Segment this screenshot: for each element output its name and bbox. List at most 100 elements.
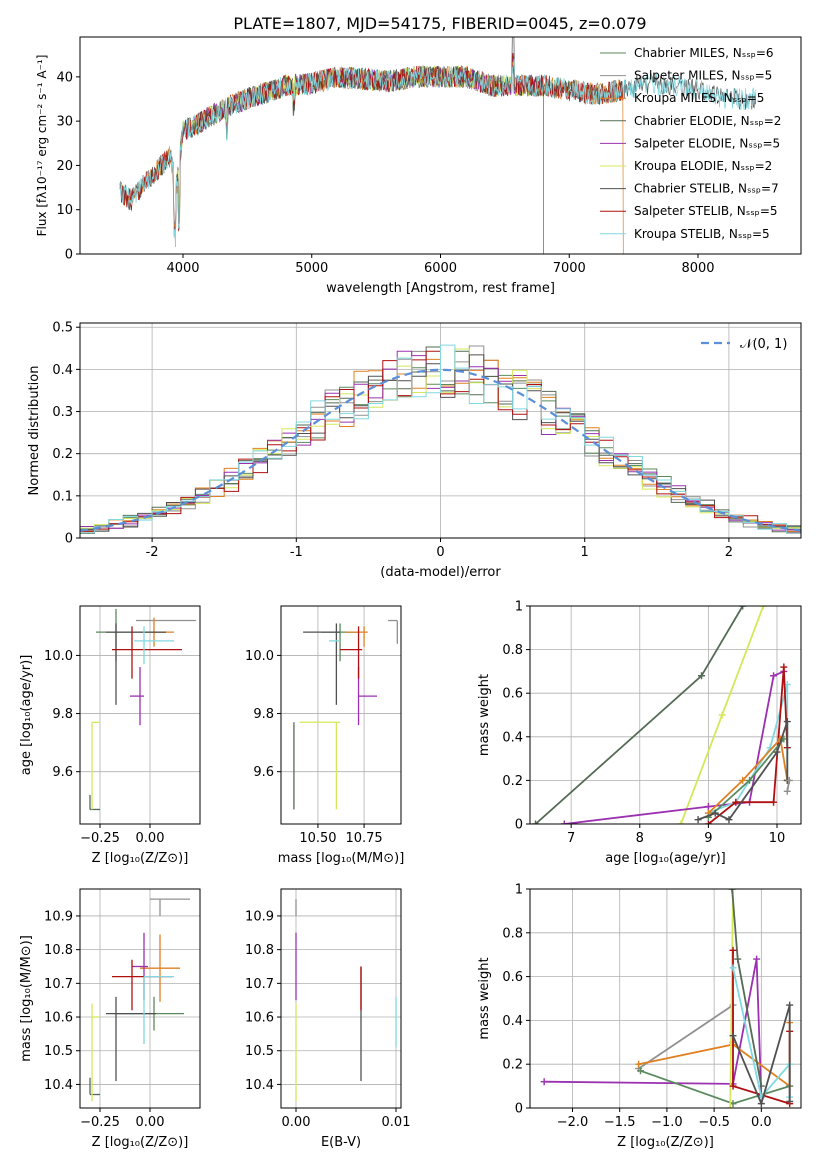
y-tick-label: 0.1 bbox=[52, 489, 73, 504]
gaussian-legend-label: 𝒩(0, 1) bbox=[740, 337, 787, 352]
y-tick-label: 0.2 bbox=[502, 774, 523, 789]
data-point bbox=[130, 667, 144, 726]
weight-marker bbox=[739, 776, 747, 784]
y-tick-label: 0.4 bbox=[502, 730, 523, 745]
panel-mass-vs-Z: −0.25 0.00 10.4 10.5 10.6 10.7 10.8 10.9 Z [log₁… bbox=[19, 888, 201, 1150]
weight-marker bbox=[694, 816, 702, 824]
data-point bbox=[357, 667, 377, 726]
weight-series-line bbox=[732, 1004, 791, 1107]
weight-marker bbox=[770, 672, 778, 680]
data-point bbox=[112, 626, 182, 679]
weight-marker bbox=[759, 606, 767, 610]
legend-label: Salpeter STELIB, Nₛₛₚ=5 bbox=[634, 204, 778, 218]
axes-frame bbox=[529, 888, 802, 1109]
data-point bbox=[134, 626, 174, 665]
x-tick-label: −0.25 bbox=[80, 1115, 120, 1130]
y-tick-label: 0 bbox=[515, 818, 523, 833]
x-tick-label: 0.00 bbox=[136, 831, 165, 846]
legend-label: Chabrier MILES, Nₛₛₚ=6 bbox=[634, 46, 774, 60]
x-tick-label: 0 bbox=[436, 545, 444, 560]
weight-marker bbox=[725, 816, 733, 824]
panel-residual-histogram: -2 -1 0 1 2 0 0.1 0.2 0.3 0.4 0.5 (data-model)/erro… bbox=[27, 321, 802, 580]
weight-marker bbox=[718, 711, 726, 719]
y-tick-label: 0.4 bbox=[52, 363, 73, 378]
weight-marker bbox=[783, 718, 791, 726]
x-tick-label: −0.25 bbox=[80, 831, 120, 846]
weight-marker bbox=[636, 1067, 644, 1075]
plot-area bbox=[293, 619, 398, 810]
data-point bbox=[143, 975, 174, 1044]
data-point bbox=[340, 626, 363, 679]
y-tick-label: 1 bbox=[515, 883, 523, 898]
y-tick-label: 0 bbox=[515, 1102, 523, 1117]
y-axis-label: age [log₁₀(age/yr)] bbox=[19, 655, 34, 776]
axes-frame bbox=[280, 888, 402, 1109]
weight-marker bbox=[786, 1001, 794, 1009]
plot-area bbox=[295, 899, 397, 1102]
panel-weight-vs-Z: −2.0 −1.5 −1.0 −0.5 0.0 0 0.2 0.4 0.6 0.8 1 Z [log₁… bbox=[477, 883, 802, 1150]
weight-marker bbox=[770, 798, 778, 806]
x-tick-label: 5000 bbox=[295, 261, 328, 276]
y-tick-label: 0.5 bbox=[52, 321, 73, 336]
x-tick-label: 1 bbox=[581, 545, 589, 560]
weight-marker bbox=[704, 803, 712, 811]
x-tick-label: −1.0 bbox=[651, 1115, 683, 1130]
weight-marker bbox=[739, 606, 747, 610]
weight-series-line bbox=[534, 606, 744, 824]
legend-label: Kroupa STELIB, Nₛₛₚ=5 bbox=[634, 227, 770, 241]
data-point bbox=[96, 608, 166, 662]
plot-area bbox=[119, 37, 757, 254]
spectrum-line-8 bbox=[119, 58, 757, 246]
spectrum-legend: Chabrier MILES, Nₛₛₚ=6 Salpeter MILES, Nₛ… bbox=[600, 46, 781, 241]
x-axis-label: Z [log₁₀(Z/Z⊙)] bbox=[617, 1135, 714, 1150]
panel-age-vs-mass: 10.50 10.75 9.6 9.8 10.0 mass [log₁₀(M/M⊙)] bbox=[245, 605, 404, 866]
x-tick-label: 7 bbox=[567, 831, 575, 846]
weight-marker bbox=[785, 776, 793, 784]
weight-marker bbox=[726, 1104, 734, 1108]
y-tick-label: 40 bbox=[56, 70, 73, 85]
data-point bbox=[91, 1003, 100, 1102]
axes-frame bbox=[280, 605, 402, 825]
y-axis-label: mass weight bbox=[477, 674, 492, 756]
y-tick-label: 10.6 bbox=[245, 1011, 274, 1026]
y-tick-label: 1 bbox=[515, 600, 523, 615]
y-tick-label: 0.6 bbox=[502, 970, 523, 985]
x-tick-label: 0.00 bbox=[282, 1115, 311, 1130]
x-axis-label: E(B-V) bbox=[321, 1135, 361, 1150]
y-tick-label: 0 bbox=[65, 532, 73, 547]
weight-marker bbox=[728, 889, 736, 893]
y-tick-label: 10.0 bbox=[44, 649, 73, 664]
weight-marker bbox=[753, 955, 761, 963]
y-axis-label: mass weight bbox=[477, 957, 492, 1039]
x-tick-label: −0.5 bbox=[698, 1115, 730, 1130]
y-tick-label: 10.5 bbox=[44, 1044, 73, 1059]
data-point bbox=[150, 898, 190, 916]
data-point bbox=[299, 721, 341, 810]
data-point bbox=[91, 721, 100, 810]
y-tick-label: 0.2 bbox=[502, 1058, 523, 1073]
x-axis-label: age [log₁₀(age/yr)] bbox=[605, 851, 726, 866]
y-axis-label: Normed distribution bbox=[27, 366, 42, 496]
x-tick-label: 6000 bbox=[424, 261, 457, 276]
y-tick-label: 9.6 bbox=[52, 765, 73, 780]
weight-marker bbox=[531, 820, 539, 824]
y-tick-label: 0.3 bbox=[52, 405, 73, 420]
y-tick-label: 0.6 bbox=[502, 687, 523, 702]
x-axis-label: Z [log₁₀(Z/Z⊙)] bbox=[92, 851, 189, 866]
data-point bbox=[388, 619, 398, 644]
x-tick-label: 8 bbox=[636, 831, 644, 846]
y-tick-label: 10.8 bbox=[245, 943, 274, 958]
y-axis-label: mass [log₁₀(M/M⊙)] bbox=[19, 935, 34, 1062]
weight-marker bbox=[729, 1082, 737, 1090]
x-tick-label: 10.50 bbox=[299, 831, 336, 846]
x-tick-label: 8000 bbox=[681, 261, 714, 276]
data-point bbox=[140, 934, 180, 1002]
x-axis-label: (data-model)/error bbox=[380, 565, 501, 580]
weight-marker bbox=[783, 787, 791, 795]
x-tick-label: −2.0 bbox=[557, 1115, 589, 1130]
weight-series-line bbox=[640, 1069, 790, 1105]
figure-title: PLATE=1807, MJD=54175, FIBERID=0045, z=0… bbox=[233, 14, 646, 33]
x-tick-label: -1 bbox=[290, 545, 303, 560]
x-tick-label: 0.0 bbox=[751, 1115, 772, 1130]
